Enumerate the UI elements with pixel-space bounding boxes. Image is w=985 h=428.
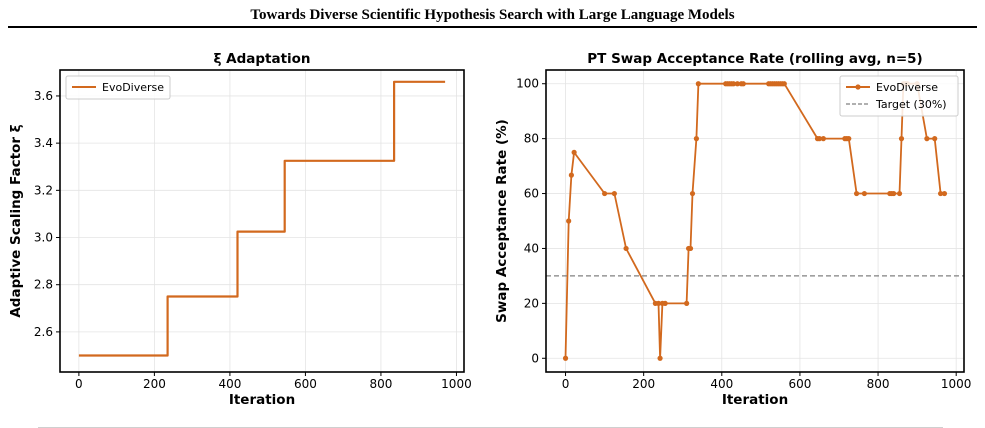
legend-box bbox=[65, 75, 171, 100]
data-point bbox=[820, 136, 826, 142]
x-tick-label: 600 bbox=[788, 377, 811, 391]
data-point bbox=[571, 149, 577, 155]
xi-adaptation-chart: 0 200 400 600 800 1000 2.6 2.8 3.0 3.2 3.4 3.6 ξ Ada… bbox=[8, 51, 472, 408]
swap-acceptance-chart: 0 200 400 600 800 1000 0 20 40 60 80 100 PT Swap Acc… bbox=[494, 51, 971, 408]
data-point bbox=[924, 136, 930, 142]
data-point bbox=[566, 218, 572, 224]
data-point bbox=[568, 172, 574, 178]
x-tick-label: 200 bbox=[143, 377, 166, 391]
series-line bbox=[78, 80, 446, 357]
legend-label: Target (30%) bbox=[875, 98, 947, 111]
y-tick-label: 40 bbox=[524, 241, 539, 255]
data-point bbox=[601, 190, 608, 197]
data-point bbox=[898, 136, 905, 142]
plot-area bbox=[60, 70, 464, 372]
data-point bbox=[693, 136, 700, 142]
data-point bbox=[734, 81, 741, 87]
data-point bbox=[853, 190, 860, 197]
data-point bbox=[684, 300, 690, 306]
data-point bbox=[781, 81, 787, 87]
chart-title: PT Swap Acceptance Rate (rolling avg, n=… bbox=[587, 51, 922, 67]
data-point bbox=[655, 300, 662, 306]
data-point bbox=[611, 190, 617, 197]
y-tick-label: 20 bbox=[524, 296, 539, 310]
data-point bbox=[687, 245, 694, 252]
axes-frame bbox=[59, 69, 465, 373]
data-point bbox=[740, 81, 746, 87]
data-point bbox=[861, 190, 867, 197]
data-point bbox=[662, 300, 668, 306]
x-tick-label: 1000 bbox=[441, 377, 472, 391]
chart-title: ξ Adaptation bbox=[213, 51, 310, 67]
y-tick-label: 3.0 bbox=[34, 231, 53, 245]
legend-label: EvoDiverse bbox=[102, 81, 164, 94]
caption-fragment bbox=[0, 418, 985, 428]
data-point bbox=[562, 355, 569, 361]
paper-title: Towards Diverse Scientific Hypothesis Se… bbox=[250, 7, 735, 23]
data-point bbox=[932, 136, 938, 142]
x-tick-label: 0 bbox=[562, 377, 570, 391]
x-tick-label: 400 bbox=[218, 377, 241, 391]
y-tick-label: 2.8 bbox=[34, 278, 53, 292]
x-tick-label: 600 bbox=[294, 377, 317, 391]
data-point bbox=[689, 190, 696, 197]
data-point bbox=[657, 355, 663, 361]
data-point bbox=[695, 81, 701, 87]
data-point bbox=[941, 190, 948, 197]
y-tick-label: 3.4 bbox=[34, 136, 53, 150]
data-point bbox=[896, 190, 903, 197]
y-tick-label: 2.6 bbox=[34, 325, 53, 339]
y-tick-label: 0 bbox=[531, 351, 539, 365]
y-axis-label: Adaptive Scaling Factor ξ bbox=[8, 124, 24, 317]
y-tick-label: 100 bbox=[516, 77, 539, 91]
data-point bbox=[623, 245, 629, 252]
y-tick-label: 3.6 bbox=[34, 89, 53, 103]
legend-marker bbox=[855, 84, 861, 90]
data-point bbox=[816, 136, 823, 142]
x-tick-label: 200 bbox=[632, 377, 655, 391]
x-axis-label: Iteration bbox=[229, 392, 295, 408]
data-point bbox=[846, 136, 852, 142]
x-tick-label: 800 bbox=[369, 377, 392, 391]
data-point bbox=[891, 190, 897, 197]
y-axis-label: Swap Acceptance Rate (%) bbox=[494, 119, 510, 323]
caption-cut-text bbox=[38, 427, 943, 428]
y-tick-label: 60 bbox=[524, 187, 539, 201]
y-tick-label: 80 bbox=[524, 132, 539, 146]
x-tick-label: 0 bbox=[75, 377, 83, 391]
data-point bbox=[937, 190, 944, 197]
axes-frame bbox=[545, 69, 965, 373]
x-tick-label: 1000 bbox=[941, 377, 972, 391]
x-tick-label: 400 bbox=[710, 377, 733, 391]
y-tick-label: 3.2 bbox=[34, 183, 53, 197]
header-rule bbox=[8, 26, 977, 28]
data-point bbox=[730, 81, 737, 87]
x-axis-label: Iteration bbox=[722, 392, 788, 408]
x-tick-label: 800 bbox=[867, 377, 890, 391]
plot-area bbox=[546, 70, 964, 372]
legend-label: EvoDiverse bbox=[876, 81, 938, 94]
